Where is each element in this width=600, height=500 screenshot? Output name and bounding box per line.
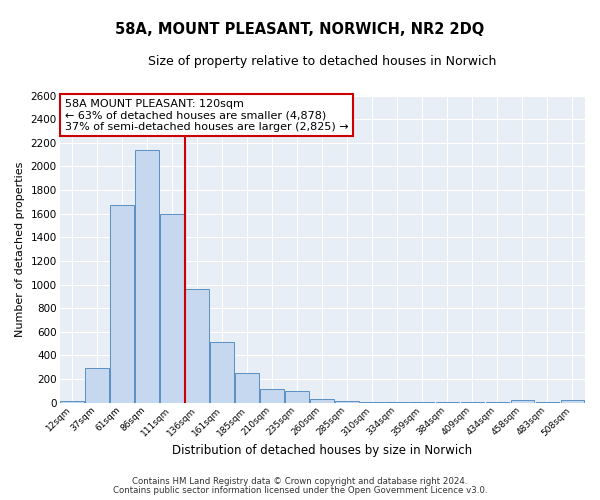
X-axis label: Distribution of detached houses by size in Norwich: Distribution of detached houses by size … xyxy=(172,444,472,458)
Bar xyxy=(135,150,159,403)
Bar xyxy=(110,206,134,402)
Text: 58A MOUNT PLEASANT: 120sqm
← 63% of detached houses are smaller (4,878)
37% of s: 58A MOUNT PLEASANT: 120sqm ← 63% of deta… xyxy=(65,98,349,132)
Bar xyxy=(85,368,109,402)
Bar xyxy=(560,400,584,402)
Text: Contains public sector information licensed under the Open Government Licence v3: Contains public sector information licen… xyxy=(113,486,487,495)
Bar xyxy=(160,214,184,402)
Bar xyxy=(310,398,334,402)
Y-axis label: Number of detached properties: Number of detached properties xyxy=(15,162,25,337)
Bar xyxy=(286,392,309,402)
Text: 58A, MOUNT PLEASANT, NORWICH, NR2 2DQ: 58A, MOUNT PLEASANT, NORWICH, NR2 2DQ xyxy=(115,22,485,38)
Bar xyxy=(60,401,84,402)
Title: Size of property relative to detached houses in Norwich: Size of property relative to detached ho… xyxy=(148,55,496,68)
Bar xyxy=(185,290,209,403)
Text: Contains HM Land Registry data © Crown copyright and database right 2024.: Contains HM Land Registry data © Crown c… xyxy=(132,477,468,486)
Bar xyxy=(335,401,359,402)
Bar xyxy=(260,388,284,402)
Bar xyxy=(235,373,259,402)
Bar xyxy=(511,400,535,402)
Bar xyxy=(211,342,234,402)
